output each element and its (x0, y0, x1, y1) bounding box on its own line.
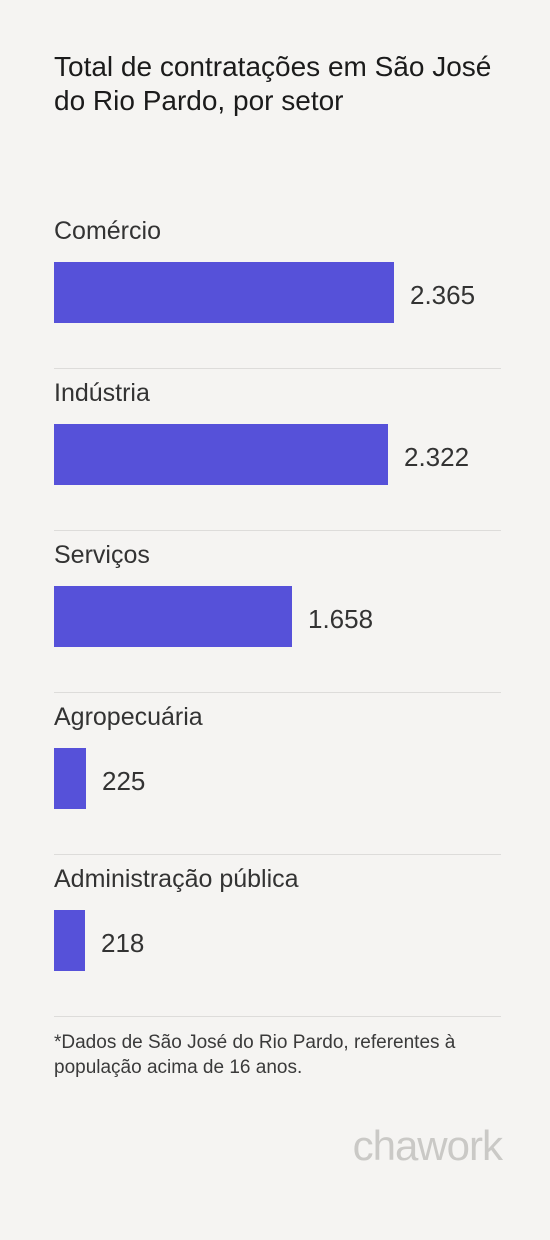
chart-title: Total de contratações em São José do Rio… (54, 51, 492, 116)
category-label: Indústria (54, 379, 150, 407)
bar (54, 910, 85, 971)
value-label: 2.365 (410, 280, 476, 310)
chawork-logo: chawork (352, 1122, 503, 1169)
value-label: 218 (101, 928, 145, 958)
category-label: Comércio (54, 217, 161, 245)
bar-track: 218 (54, 910, 501, 971)
bar (54, 424, 388, 485)
bar-track: 2.365 (54, 262, 501, 323)
value-label: 1.658 (308, 604, 374, 634)
category-label: Agropecuária (54, 703, 203, 731)
bar-chart: Comércio 2.365 Indústria 2.322 Serviços 1.658… (54, 208, 501, 1017)
value-label: 225 (102, 766, 146, 796)
bar-row: Comércio 2.365 (54, 208, 501, 369)
value-label: 2.322 (404, 442, 470, 472)
bar-row: Serviços 1.658 (54, 532, 501, 693)
category-label: Administração pública (54, 865, 299, 893)
bar-track: 2.322 (54, 424, 501, 485)
bar-row: Agropecuária 225 (54, 694, 501, 855)
bar-track: 1.658 (54, 586, 501, 647)
bar-row: Indústria 2.322 (54, 370, 501, 531)
bar (54, 586, 292, 647)
bar (54, 262, 394, 323)
bar (54, 748, 86, 809)
footnote: *Dados de São José do Rio Pardo, referen… (54, 1032, 456, 1078)
category-label: Serviços (54, 541, 150, 569)
bar-track: 225 (54, 748, 501, 809)
bar-row: Administração pública 218 (54, 856, 501, 1017)
